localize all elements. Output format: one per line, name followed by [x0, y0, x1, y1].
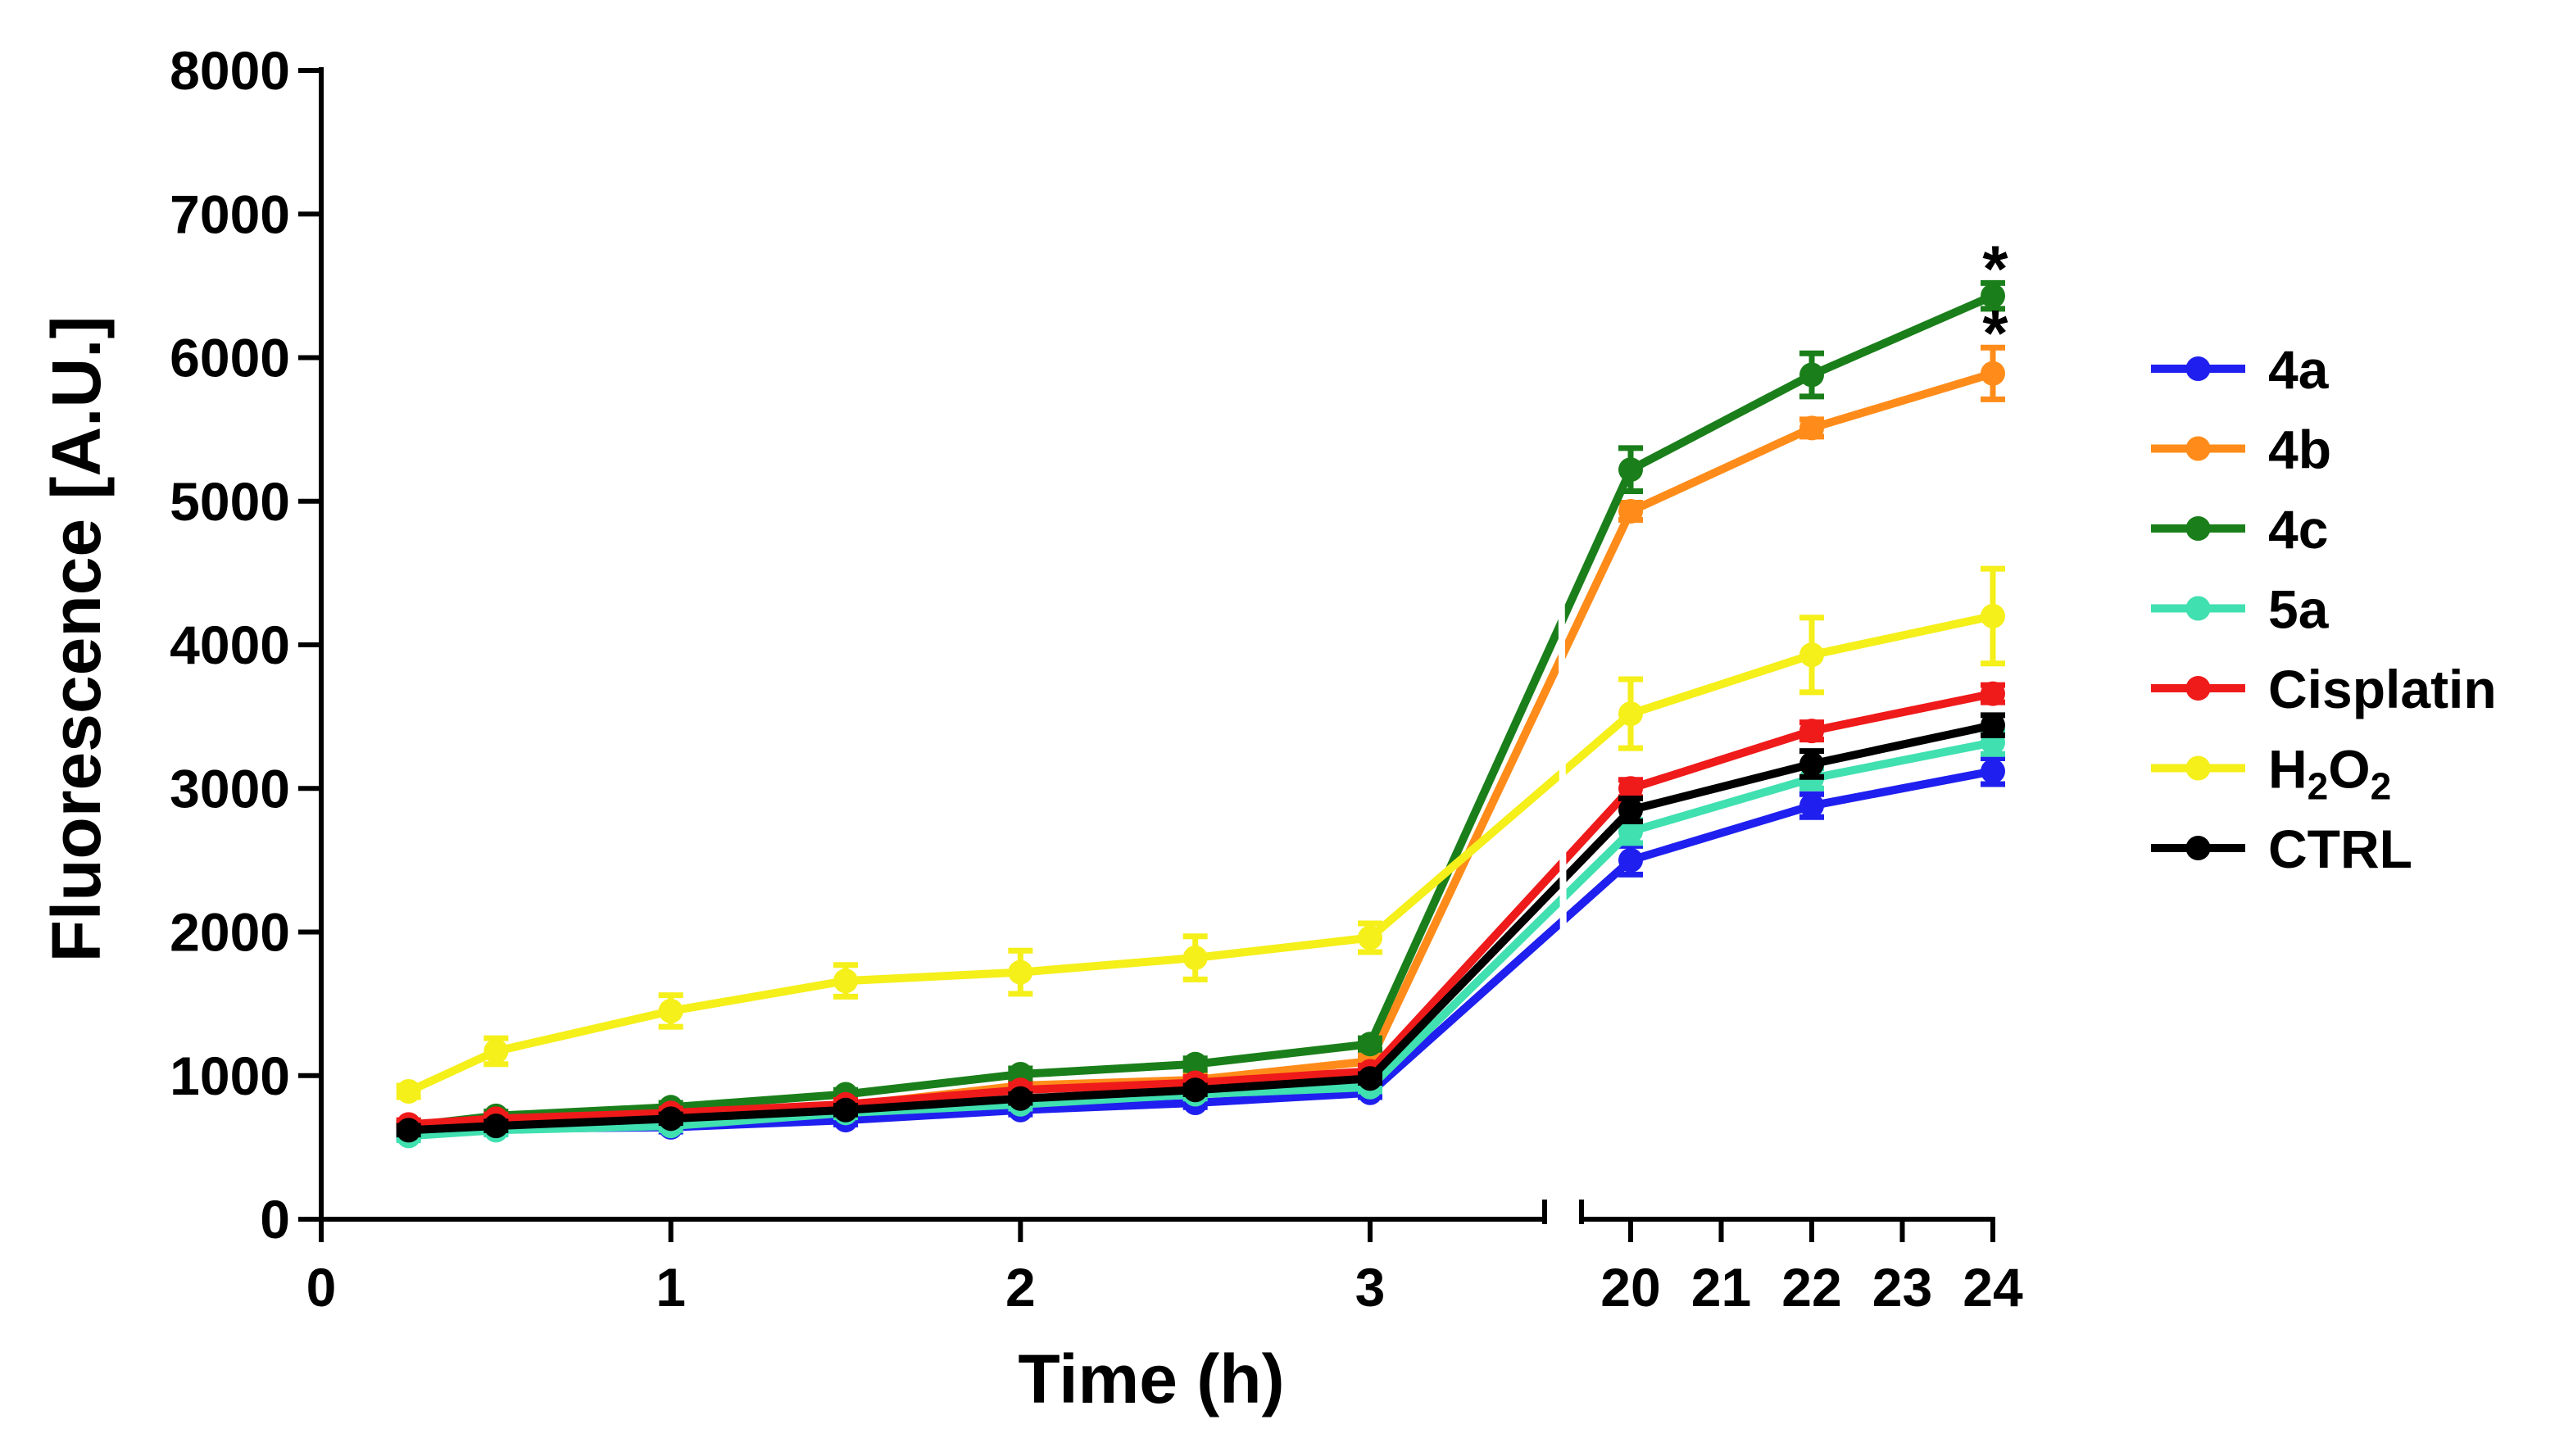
data-point [1618, 819, 1643, 844]
series-line [408, 689, 1994, 1129]
x-tick-label: 3 [1355, 1257, 1386, 1318]
data-point [1358, 1032, 1382, 1057]
legend-label: 5a [2268, 579, 2330, 640]
series-line [408, 721, 1994, 1135]
y-tick-label: 1000 [170, 1046, 290, 1106]
y-tick-label: 3000 [170, 758, 290, 819]
legend-item-ctrl: CTRL [2151, 819, 2412, 879]
data-point [483, 1114, 509, 1139]
series-h2o2 [396, 565, 2005, 1104]
legend-item-4c: 4c [2151, 499, 2328, 560]
x-tick-label: 1 [656, 1257, 686, 1318]
legend-item-5a: 5a [2151, 579, 2330, 640]
data-point [1799, 415, 1824, 441]
x-tick-label: 2 [1005, 1257, 1036, 1318]
legend-item-4b: 4b [2151, 420, 2331, 480]
data-point [1358, 925, 1382, 950]
data-point [833, 968, 858, 994]
legend-marker [2185, 755, 2211, 781]
data-point [833, 1097, 858, 1123]
data-point [483, 1038, 509, 1064]
series-line [408, 292, 1994, 1131]
data-point [1981, 603, 2005, 628]
x-tick-label: 20 [1600, 1257, 1660, 1318]
data-point [658, 998, 683, 1023]
x-tick-label: 22 [1781, 1257, 1841, 1318]
legend-label: 4a [2268, 339, 2330, 400]
data-point [658, 1106, 683, 1132]
legend-subscript: 2 [2371, 765, 2392, 808]
legend-label: H2O2 [2268, 739, 2391, 808]
data-point [1799, 642, 1824, 668]
x-tick-label: 24 [1963, 1257, 2023, 1318]
x-tick-label: 21 [1691, 1257, 1751, 1318]
y-tick-label: 7000 [170, 184, 290, 244]
legend-marker [2185, 596, 2211, 621]
y-axis-title: Fluorescence [A.U.] [38, 316, 115, 963]
y-tick-label: 8000 [170, 40, 290, 101]
data-point [1799, 719, 1824, 744]
data-point [1799, 362, 1824, 388]
legend-subscript: 2 [2308, 765, 2329, 808]
data-series: ** [396, 232, 2008, 1149]
data-point [1799, 751, 1824, 777]
data-point [1182, 1051, 1208, 1077]
legend-marker [2185, 836, 2211, 860]
y-tick-label: 0 [260, 1189, 290, 1250]
data-point [1981, 361, 2005, 386]
data-point [1358, 1066, 1382, 1091]
x-tick-label: 0 [306, 1257, 337, 1318]
data-point [1618, 457, 1643, 483]
legend-item-cisplatin: Cisplatin [2151, 659, 2497, 719]
data-point [1182, 1077, 1208, 1103]
data-point [1182, 946, 1208, 971]
data-point [1618, 797, 1643, 823]
legend-label: 4b [2268, 420, 2331, 480]
data-point [1618, 847, 1643, 873]
data-point [396, 1118, 421, 1143]
legend-marker [2185, 356, 2211, 381]
legend-item-4a: 4a [2151, 339, 2330, 400]
x-axis-title: Time (h) [1018, 1340, 1284, 1417]
x-tick-label: 23 [1872, 1257, 1932, 1318]
legend-marker [2185, 516, 2211, 541]
y-tick-label: 2000 [170, 902, 290, 963]
data-point [1981, 283, 2005, 309]
legend-text-part: H [2268, 739, 2308, 800]
legend-label: CTRL [2268, 819, 2412, 879]
data-point [1008, 959, 1033, 985]
legend-item-h2o2: H2O2 [2151, 739, 2391, 808]
significance-star: * [1982, 297, 2008, 370]
series-ctrl [396, 712, 2005, 1143]
data-point [1981, 759, 2005, 784]
legend-marker [2185, 676, 2211, 701]
y-tick-label: 4000 [170, 615, 290, 675]
data-point [1008, 1086, 1033, 1111]
y-tick-label: 6000 [170, 328, 290, 388]
data-point [1618, 776, 1643, 801]
legend-label: 4c [2268, 499, 2328, 560]
y-tick-label: 5000 [170, 471, 290, 532]
series-4c [396, 279, 2005, 1139]
significance-star: * [1982, 232, 2008, 305]
legend-text-part: O [2328, 739, 2370, 800]
axis-break-gap [1558, 491, 1567, 968]
data-point [396, 1079, 421, 1104]
series-line [406, 612, 1994, 1095]
data-point [1981, 713, 2005, 738]
legend-marker [2185, 436, 2211, 461]
data-point [1618, 701, 1643, 727]
data-point [1618, 499, 1643, 524]
data-point [1981, 681, 2005, 706]
legend-label: Cisplatin [2268, 659, 2497, 719]
series-line [408, 738, 1994, 1141]
data-point [1799, 793, 1824, 819]
